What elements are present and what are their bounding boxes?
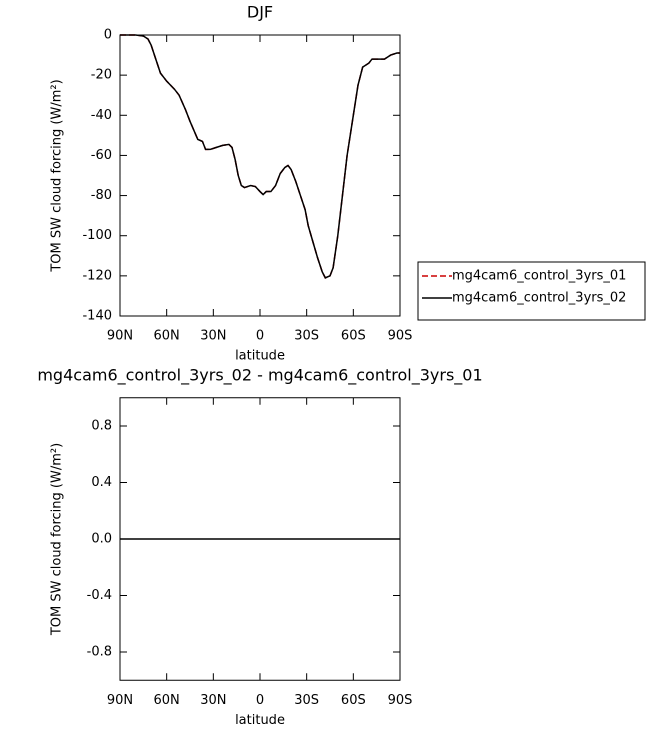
x-tick-label: 0 [256,693,264,708]
legend: mg4cam6_control_3yrs_01 mg4cam6_control_3… [417,261,646,321]
y-tick-label: 0 [104,28,112,43]
y-tick-label: 0.8 [91,419,112,434]
y-tick-label: 0.0 [91,532,112,547]
x-tick-label: 60S [341,329,366,344]
x-tick-label: 60N [154,329,180,344]
y-tick-label: -140 [82,309,112,324]
x-tick-label: 90S [388,329,413,344]
data-line [120,34,400,279]
y-tick-label: -0.8 [87,645,112,660]
x-tick-label: 90N [107,693,133,708]
x-tick-label: 60S [341,693,366,708]
y-axis-label: TOM SW cloud forcing (W/m²) [50,443,65,636]
y-tick-label: -120 [82,268,112,283]
y-tick-label: -100 [82,228,112,243]
y-tick-label: -40 [91,108,112,123]
legend-label: mg4cam6_control_3yrs_02 [452,291,626,306]
y-tick-label: -60 [91,148,112,163]
x-tick-label: 90N [107,329,133,344]
y-tick-label: -80 [91,188,112,203]
chart-title: DJF [247,3,273,22]
x-tick-label: 30S [294,693,319,708]
data-line [120,34,400,279]
x-tick-label: 90S [388,693,413,708]
x-tick-label: 0 [256,329,264,344]
x-tick-label: 30S [294,329,319,344]
x-axis-label: latitude [235,713,285,728]
x-tick-label: 60N [154,693,180,708]
x-tick-label: 30N [200,693,226,708]
y-tick-label: -20 [91,68,112,83]
x-tick-label: 30N [200,329,226,344]
plot-frame [119,34,401,317]
y-tick-label: -0.4 [87,588,112,603]
x-axis-label: latitude [235,349,285,364]
legend-label: mg4cam6_control_3yrs_01 [452,269,626,284]
chart-title: mg4cam6_control_3yrs_02 - mg4cam6_contro… [37,365,482,385]
y-axis-label: TOM SW cloud forcing (W/m²) [50,79,65,272]
plot-frame [119,397,401,681]
y-tick-label: 0.4 [91,475,112,490]
legend-box [417,261,646,321]
